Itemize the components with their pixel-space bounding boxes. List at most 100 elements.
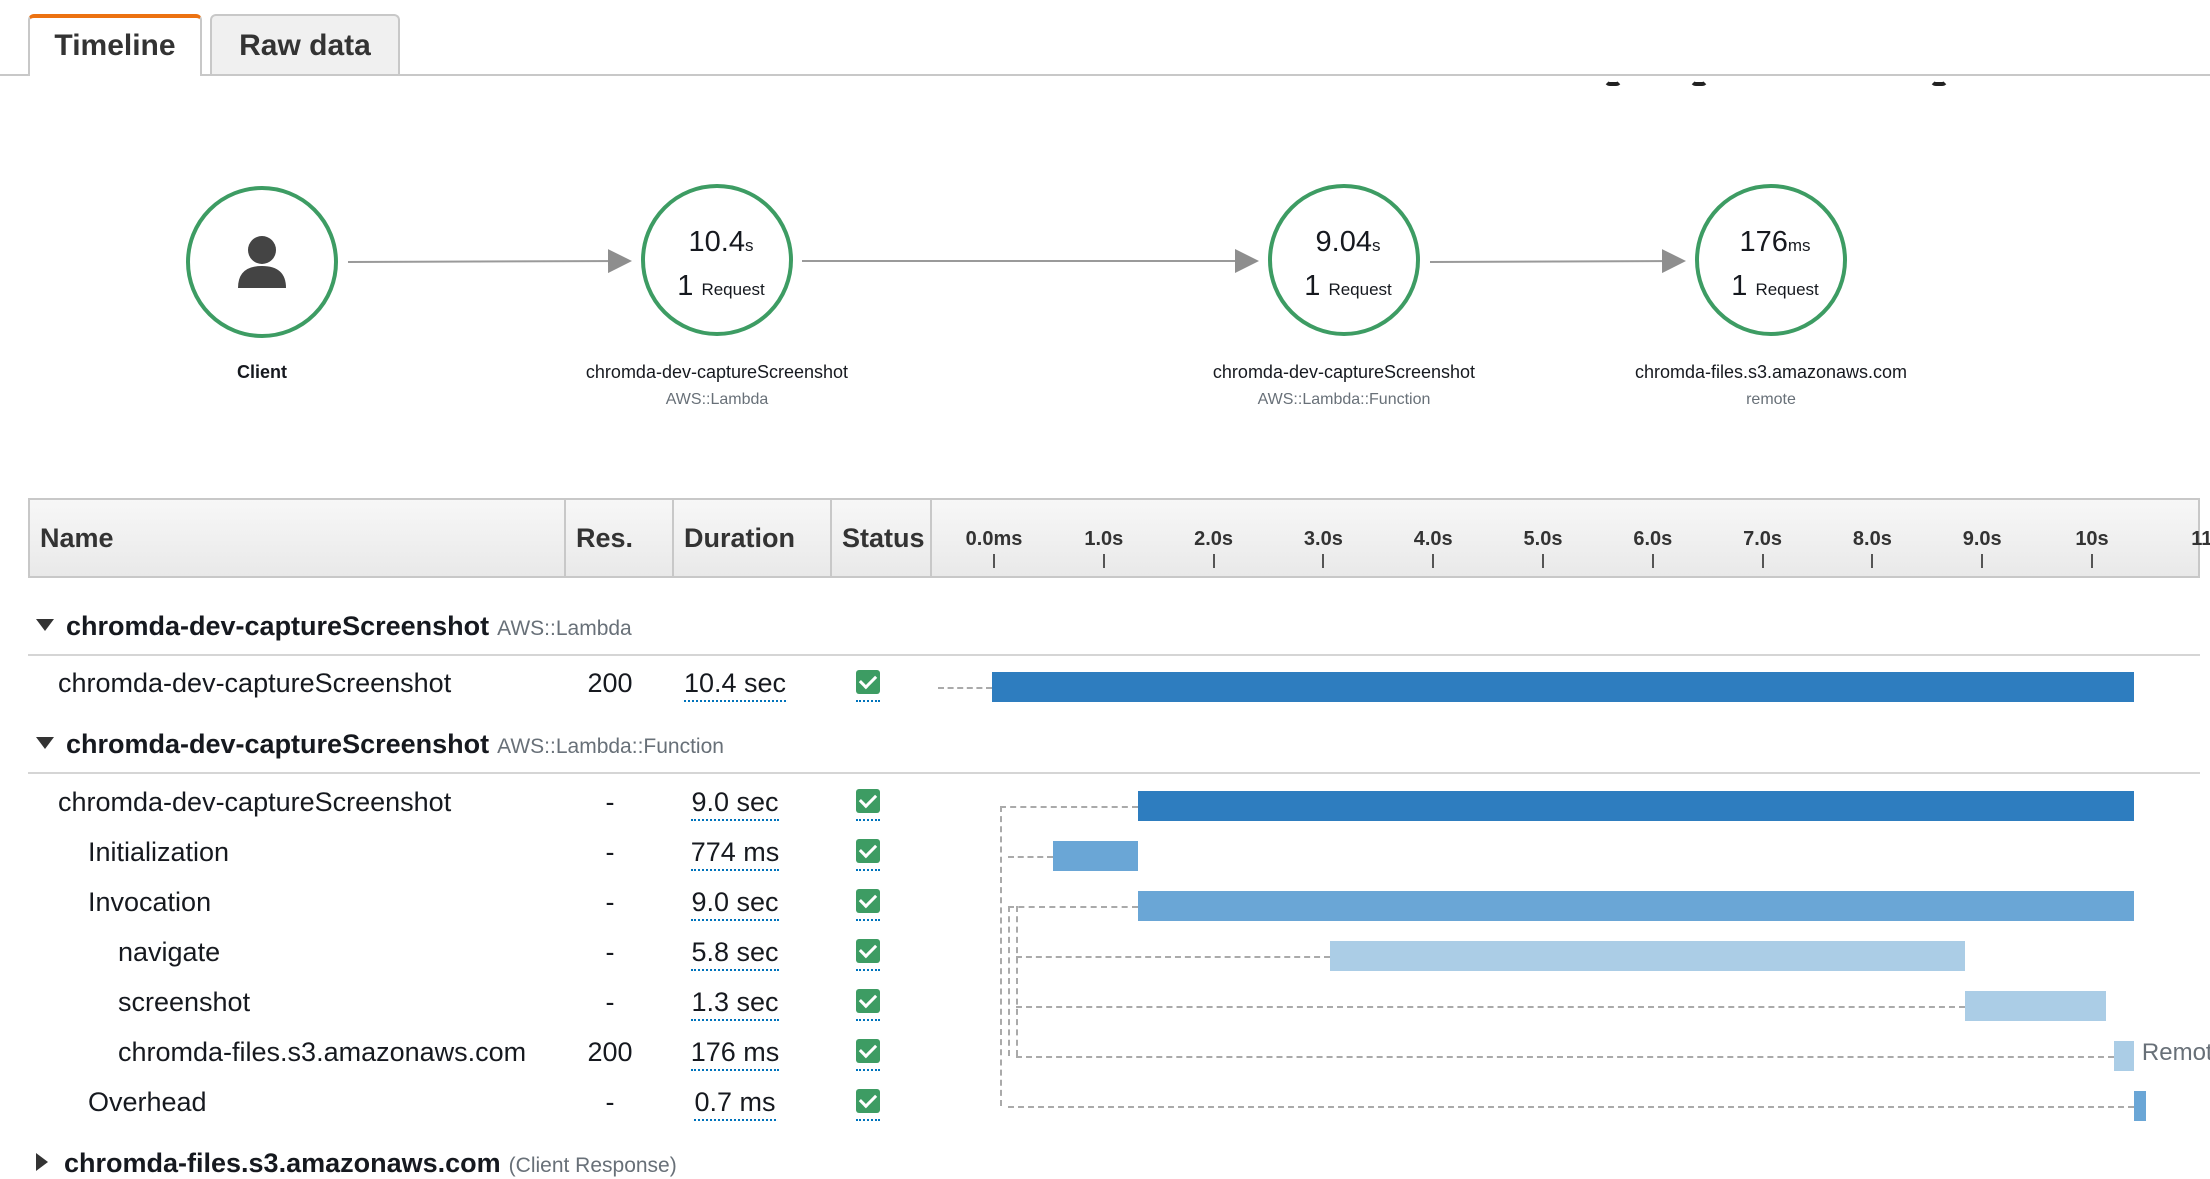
timeline-connector: [1008, 1106, 2134, 1108]
timeline-tick-label: 2.0s: [1194, 528, 1234, 550]
tab-raw-data[interactable]: Raw data: [210, 14, 400, 74]
column-divider: [930, 500, 932, 576]
row-duration[interactable]: 176 ms: [665, 1037, 805, 1071]
row-duration[interactable]: 774 ms: [665, 837, 805, 871]
s3-remote-node[interactable]: 176ms 1 Request: [1695, 184, 1847, 336]
column-name[interactable]: Name: [40, 523, 114, 553]
caret-down-icon[interactable]: [36, 618, 54, 631]
timeline-tick-mark: [1432, 554, 1435, 568]
timeline-tick-mark: [1761, 554, 1764, 568]
status-underline: [856, 869, 880, 871]
row-duration[interactable]: 5.8 sec: [665, 937, 805, 971]
row-duration-value[interactable]: 0.7 ms: [694, 1087, 776, 1121]
s3-remote-node-name: chromda-files.s3.amazonaws.com: [1634, 362, 1908, 382]
node-requests: 1 Request: [1731, 270, 1819, 302]
row-duration-value[interactable]: 1.3 sec: [691, 987, 779, 1021]
group-name: chromda-dev-captureScreenshot: [66, 611, 490, 641]
row-response-code: -: [605, 1087, 615, 1117]
status-underline: [856, 919, 880, 921]
group-divider: [28, 654, 2200, 656]
column-res[interactable]: Res.: [576, 523, 634, 553]
row-duration-value[interactable]: 774 ms: [690, 837, 780, 871]
lambda-function-node-name: chromda-dev-captureScreenshot: [1212, 362, 1476, 382]
column-status[interactable]: Status: [842, 523, 925, 553]
row-duration[interactable]: 1.3 sec: [665, 987, 805, 1021]
row-duration-value[interactable]: 9.0 sec: [691, 787, 779, 821]
row-name[interactable]: chromda-dev-captureScreenshot: [58, 668, 452, 698]
user-icon: [238, 236, 286, 288]
timeline-tick-label: 6.0s: [1633, 528, 1673, 550]
timeline-bar[interactable]: [2133, 1091, 2146, 1121]
row-duration[interactable]: 0.7 ms: [665, 1087, 805, 1121]
row-duration[interactable]: 10.4 sec: [665, 668, 805, 702]
column-duration[interactable]: Duration: [684, 523, 795, 553]
timeline-bar[interactable]: [1053, 841, 1139, 871]
status-underline: [856, 819, 880, 821]
lambda-node-type: AWS::Lambda: [665, 391, 769, 408]
lambda-function-node-type: AWS::Lambda::Function: [1257, 391, 1431, 408]
timeline-connector: [1008, 856, 1054, 858]
row-response-code: 200: [587, 1037, 633, 1067]
row-duration-value[interactable]: 10.4 sec: [683, 668, 787, 702]
row-duration[interactable]: 9.0 sec: [665, 887, 805, 921]
status-underline: [856, 1119, 880, 1121]
group-header[interactable]: chromda-dev-captureScreenshot AWS::Lambda…: [36, 729, 724, 760]
row-name[interactable]: navigate: [118, 937, 221, 967]
timeline-connector: [938, 687, 992, 689]
timeline-tick-label: 0.0ms: [965, 528, 1023, 550]
timeline-bar[interactable]: [1964, 991, 2107, 1021]
row-duration-value[interactable]: 5.8 sec: [691, 937, 779, 971]
edge-function-to-s3: [1429, 249, 1686, 274]
node-duration: 10.4s: [688, 226, 754, 258]
status-ok-checkbox-icon: [856, 839, 880, 871]
row-duration[interactable]: 9.0 sec: [665, 787, 805, 821]
timeline-bar[interactable]: [1138, 891, 2134, 921]
group-divider: [28, 772, 2200, 774]
row-name[interactable]: Initialization: [88, 837, 230, 867]
status-underline: [856, 1019, 880, 1021]
timeline-tick-label: 10s: [2075, 528, 2109, 550]
group-type: (Client Response): [508, 1154, 677, 1177]
row-name[interactable]: Overhead: [88, 1087, 207, 1117]
group-header[interactable]: chromda-dev-captureScreenshot AWS::Lambda: [36, 611, 632, 642]
status-ok-checkbox-icon: [856, 989, 880, 1021]
row-name[interactable]: chromda-files.s3.amazonaws.com: [118, 1037, 527, 1067]
node-duration: 9.04s: [1315, 226, 1381, 258]
timeline-connector-trunk: [1016, 906, 1018, 1056]
row-duration-value[interactable]: 176 ms: [690, 1037, 780, 1071]
row-name[interactable]: screenshot: [118, 987, 251, 1017]
timeline-tick-label: 5.0s: [1523, 528, 1563, 550]
group-type: AWS::Lambda::Function: [497, 735, 724, 758]
timeline-bar[interactable]: [992, 672, 2134, 702]
tab-bar-divider: [0, 74, 2210, 76]
timeline-tick-mark: [1651, 554, 1654, 568]
timeline-connector: [1000, 806, 1139, 808]
row-duration-value[interactable]: 9.0 sec: [691, 887, 779, 921]
trace-table-header: Name Res. Duration Status 0.0ms 1.0s 2.0s 3…: [28, 498, 2210, 578]
timeline-bar[interactable]: [2114, 1041, 2134, 1071]
caret-down-icon[interactable]: [36, 736, 54, 749]
client-node[interactable]: [186, 186, 338, 338]
timeline-bar[interactable]: [1330, 941, 1965, 971]
service-map-edges: [347, 249, 1686, 274]
timeline-connector-trunk: [1000, 806, 1002, 1106]
group-type: AWS::Lambda: [497, 617, 632, 640]
clipped-glyph: [1930, 72, 1948, 86]
row-response-code: -: [605, 837, 615, 867]
timeline-bar[interactable]: [1138, 791, 2134, 821]
lambda-node[interactable]: 10.4s 1 Request: [641, 184, 793, 336]
row-name[interactable]: chromda-dev-captureScreenshot: [58, 787, 452, 817]
node-requests: 1 Request: [1304, 270, 1392, 302]
s3-remote-node-type: remote: [1746, 391, 1796, 408]
row-name[interactable]: Invocation: [88, 887, 212, 917]
edge-client-to-lambda: [347, 249, 632, 274]
clipped-glyph: [1690, 72, 1708, 86]
timeline-tick-label: 11: [2191, 528, 2210, 550]
tab-timeline[interactable]: Timeline: [28, 14, 202, 76]
row-response-code: -: [605, 787, 615, 817]
timeline-connector: [1016, 1006, 1965, 1008]
lambda-function-node[interactable]: 9.04s 1 Request: [1268, 184, 1420, 336]
group-header[interactable]: chromda-files.s3.amazonaws.com (Client Re…: [36, 1148, 677, 1179]
row-response-code: -: [605, 987, 615, 1017]
timeline-tick-label: 3.0s: [1303, 528, 1343, 550]
